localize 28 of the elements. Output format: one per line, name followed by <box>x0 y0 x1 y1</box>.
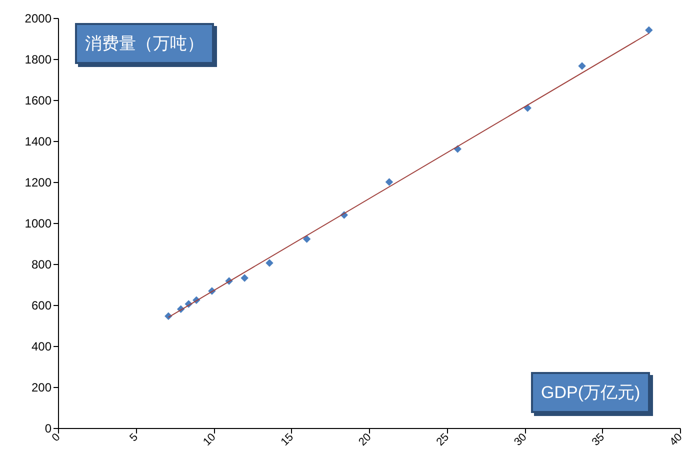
point <box>302 235 311 243</box>
point <box>240 274 248 282</box>
x-tick-label: 0 <box>50 431 63 444</box>
y-tick-label: 0 <box>44 422 52 436</box>
y-tick-label: 1400 <box>24 134 52 148</box>
x-tick-label: 5 <box>128 431 140 444</box>
y-tick-label: 200 <box>31 380 52 394</box>
x-tick-label: 30 <box>512 431 530 448</box>
y-tick-label: 1800 <box>24 52 52 66</box>
y-tick-label: 600 <box>31 298 52 312</box>
point <box>645 26 653 34</box>
y-tick-label: 1600 <box>24 94 52 108</box>
y-tick-label: 2000 <box>24 12 52 26</box>
point <box>266 259 274 267</box>
y-axis-title: 消费量（万吨） <box>75 23 214 64</box>
point <box>385 178 394 186</box>
y-tick-label: 1200 <box>24 176 52 190</box>
y-tick-label: 1000 <box>24 216 52 230</box>
y-tick-label: 400 <box>31 340 52 354</box>
x-tick-label: 35 <box>590 431 607 448</box>
x-tick-label: 20 <box>356 431 374 448</box>
y-tick-label: 800 <box>31 258 52 272</box>
x-tick-label: 40 <box>668 431 683 448</box>
x-axis-title: GDP(万亿元) <box>531 372 650 413</box>
x-tick-label: 15 <box>278 431 296 448</box>
x-tick-label: 25 <box>434 431 452 448</box>
x-tick-label: 10 <box>201 431 218 448</box>
point <box>578 62 586 70</box>
